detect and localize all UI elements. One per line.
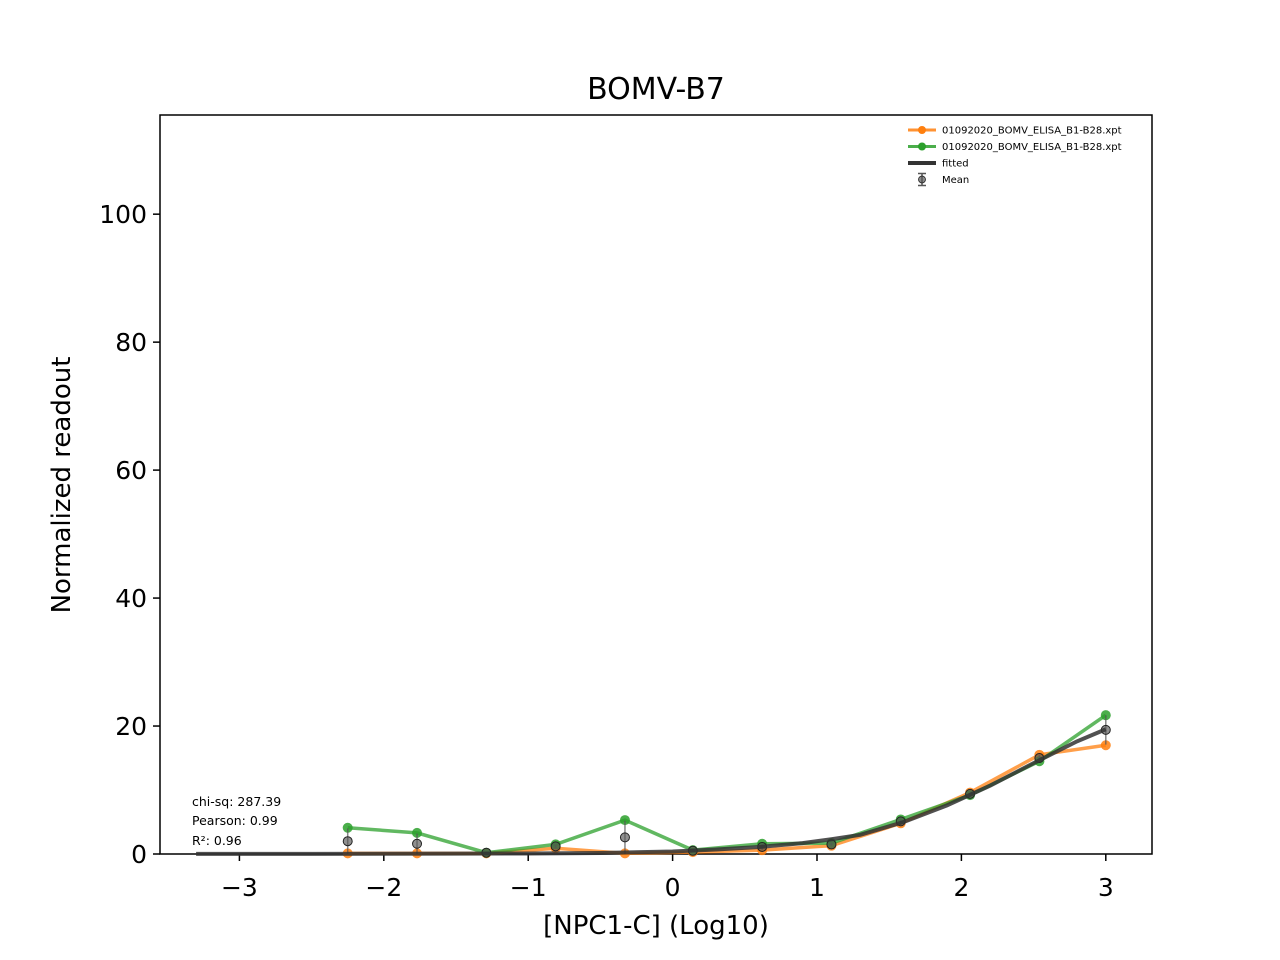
legend-fitted: fitted <box>908 159 969 170</box>
chisq-stat: chi-sq: 287.39 <box>192 794 281 809</box>
legend-series-1: 01092020_BOMV_ELISA_B1-B28.xpt <box>908 126 1122 137</box>
x-axis: −3 −2 −1 0 1 2 3 <box>221 854 1114 902</box>
y-tick-label: 100 <box>99 200 147 229</box>
x-tick-label: −1 <box>510 873 547 902</box>
pearson-stat: Pearson: 0.99 <box>192 813 278 828</box>
legend-series-2: 01092020_BOMV_ELISA_B1-B28.xpt <box>908 142 1122 153</box>
r2-stat: R²: 0.96 <box>192 833 242 848</box>
x-tick-label: 2 <box>953 873 969 902</box>
fit-statistics: chi-sq: 287.39 Pearson: 0.99 R²: 0.96 <box>192 794 281 848</box>
y-tick-label: 60 <box>115 456 147 485</box>
mean-point <box>550 841 561 852</box>
chart-title: BOMV-B7 <box>587 72 725 107</box>
mean-point <box>412 838 423 849</box>
mean-layer <box>342 715 1111 858</box>
mean-point <box>342 836 353 847</box>
legend-series-2-marker <box>918 142 926 151</box>
y-tick-label: 80 <box>115 328 147 357</box>
legend-mean-label: Mean <box>942 175 969 186</box>
series-1-point <box>1100 740 1111 751</box>
legend: 01092020_BOMV_ELISA_B1-B28.xpt 01092020_B… <box>908 126 1122 187</box>
x-tick-label: −2 <box>365 873 402 902</box>
plot-frame <box>159 114 1153 855</box>
x-tick-label: 0 <box>665 873 681 902</box>
fit-layer <box>196 727 1107 856</box>
legend-series-1-marker <box>918 126 926 134</box>
y-tick-label: 40 <box>115 584 147 613</box>
y-tick-label: 20 <box>115 712 147 741</box>
x-axis-label: [NPC1-C] (Log10) <box>543 911 769 941</box>
series-2-point <box>412 827 423 838</box>
series-2-point <box>619 815 630 826</box>
legend-series-2-label: 01092020_BOMV_ELISA_B1-B28.xpt <box>942 142 1122 153</box>
legend-mean-marker <box>918 175 926 184</box>
y-axis-label: Normalized readout <box>47 357 77 614</box>
series-1-line <box>347 743 1107 856</box>
legend-fitted-label: fitted <box>942 159 969 170</box>
fitted-curve <box>196 727 1107 856</box>
y-tick-label: 0 <box>131 840 147 869</box>
mean-point <box>619 832 630 843</box>
x-tick-label: 3 <box>1098 873 1114 902</box>
x-tick-label: −3 <box>221 873 258 902</box>
legend-series-1-label: 01092020_BOMV_ELISA_B1-B28.xpt <box>942 126 1122 137</box>
x-tick-label: 1 <box>809 873 825 902</box>
y-axis: 0 20 40 60 80 100 <box>99 200 160 869</box>
legend-mean: Mean <box>918 172 969 187</box>
series-2-point <box>342 822 353 833</box>
